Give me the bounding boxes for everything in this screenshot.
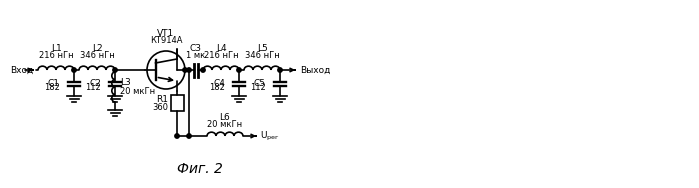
Text: 346 нГн: 346 нГн xyxy=(245,51,280,60)
Text: L5: L5 xyxy=(257,44,268,53)
Text: 20 мкГн: 20 мкГн xyxy=(208,120,243,129)
Text: 360: 360 xyxy=(152,102,168,111)
Text: 216 нГн: 216 нГн xyxy=(203,51,238,60)
Text: L4: L4 xyxy=(216,44,226,53)
Text: 1 мк: 1 мк xyxy=(187,51,206,60)
Text: 20 мкГн: 20 мкГн xyxy=(120,87,155,96)
Circle shape xyxy=(237,68,241,72)
Circle shape xyxy=(278,68,282,72)
Text: C5: C5 xyxy=(254,79,266,87)
Text: 182: 182 xyxy=(209,83,225,92)
Text: 182: 182 xyxy=(44,83,60,92)
Circle shape xyxy=(187,134,192,138)
Text: 346 нГн: 346 нГн xyxy=(80,51,115,60)
Text: L1: L1 xyxy=(50,44,62,53)
Text: L6: L6 xyxy=(219,113,231,122)
Text: R1: R1 xyxy=(157,95,168,104)
Text: Фиг. 2: Фиг. 2 xyxy=(177,162,223,176)
Text: C3: C3 xyxy=(190,44,202,53)
Text: C2: C2 xyxy=(89,79,101,87)
Circle shape xyxy=(113,68,117,72)
Circle shape xyxy=(175,134,179,138)
Text: Вход: Вход xyxy=(10,65,34,74)
Text: 112: 112 xyxy=(250,83,266,92)
Circle shape xyxy=(183,68,187,72)
Text: C4: C4 xyxy=(213,79,225,87)
Circle shape xyxy=(72,68,76,72)
Text: L2: L2 xyxy=(92,44,102,53)
Circle shape xyxy=(201,68,206,72)
Text: C1: C1 xyxy=(48,79,60,87)
Text: 112: 112 xyxy=(85,83,101,92)
Text: КТ914А: КТ914А xyxy=(150,36,182,45)
Text: Выход: Выход xyxy=(300,65,331,74)
Circle shape xyxy=(187,68,192,72)
Text: 216 нГн: 216 нГн xyxy=(38,51,73,60)
Text: U$_{\rm рег}$: U$_{\rm рег}$ xyxy=(260,130,280,143)
Text: L3: L3 xyxy=(120,78,131,87)
Bar xyxy=(171,95,184,111)
Text: VT1: VT1 xyxy=(157,29,175,38)
